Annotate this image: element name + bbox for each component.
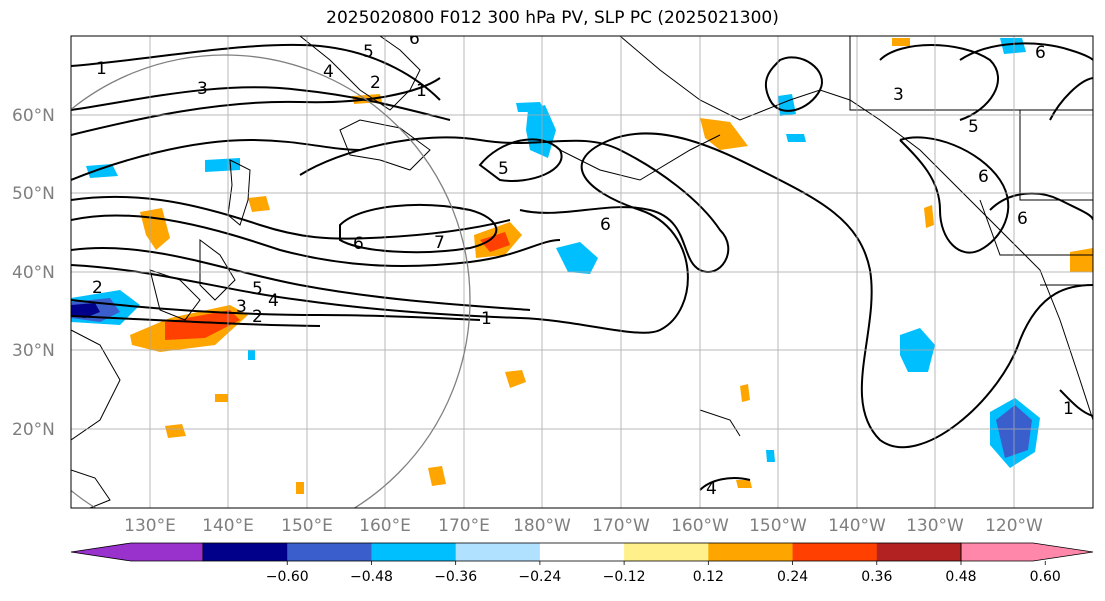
contour-label: 5	[968, 117, 979, 137]
lat-label: 60°N	[12, 106, 55, 126]
colorbar-tick-label: 0.36	[861, 569, 892, 585]
contour-label: 3	[236, 297, 247, 317]
contour-label-group: 1 3 4 5 2 1 6 7 5 6 5 4 2 3 2 1 3 5 6 6 …	[92, 29, 1074, 499]
contour-label: 6	[353, 234, 364, 254]
contour-label: 3	[893, 85, 904, 105]
colorbar-segment	[708, 543, 794, 561]
contour-label: 2	[252, 307, 263, 327]
plot-title: 2025020800 F012 300 hPa PV, SLP PC (2025…	[326, 8, 779, 28]
latitude-labels: 60°N 50°N 40°N 30°N 20°N	[12, 106, 55, 440]
colorbar-segment	[287, 543, 372, 561]
colorbar-outline	[202, 542, 962, 562]
contour-label: 5	[363, 42, 374, 62]
contour-label: 7	[434, 233, 445, 253]
lon-label: 170°E	[438, 516, 490, 536]
contour-label: 6	[600, 215, 611, 235]
lon-label: 130°W	[906, 516, 964, 536]
colorbar-segment	[371, 543, 457, 561]
map-border	[70, 35, 1094, 509]
lat-label: 40°N	[12, 263, 55, 283]
lon-label: 180°W	[513, 516, 571, 536]
contour-label: 5	[252, 279, 263, 299]
contour-label: 2	[92, 278, 103, 298]
colorbar-tick-label: 0.48	[945, 569, 976, 585]
slp-contours	[71, 42, 1093, 491]
colorbar-tick-label: −0.36	[434, 569, 477, 585]
colorbar-extend-low	[70, 542, 204, 562]
lat-label: 50°N	[12, 184, 55, 204]
colorbar-tick-label: −0.12	[603, 569, 646, 585]
lon-label: 140°E	[202, 516, 254, 536]
colorbar-segment	[624, 543, 709, 561]
contour-label: 1	[481, 309, 492, 329]
colorbar-segment	[539, 543, 625, 561]
contour-label: 6	[1035, 43, 1046, 63]
contour-label: 1	[416, 81, 427, 101]
colorbar-tick-label: 0.24	[777, 569, 808, 585]
lat-label: 20°N	[12, 420, 55, 440]
colorbar-tick-label: −0.48	[350, 569, 393, 585]
colorbar-segment	[792, 543, 878, 561]
lon-label: 160°E	[359, 516, 411, 536]
lat-label: 30°N	[12, 341, 55, 361]
range-circle	[71, 54, 471, 508]
contour-label: 1	[1063, 399, 1074, 419]
colorbar-tick-label: −0.60	[266, 569, 309, 585]
lon-label: 150°W	[749, 516, 807, 536]
lon-label: 130°E	[124, 516, 176, 536]
contour-label: 6	[1017, 209, 1028, 229]
colorbar-segment	[876, 543, 962, 561]
lon-label: 170°W	[592, 516, 650, 536]
contour-label: 1	[96, 59, 107, 79]
colorbar-segment	[203, 543, 288, 561]
contour-label: 2	[370, 73, 381, 93]
contour-label: 4	[268, 291, 279, 311]
lat-lon-grid	[71, 36, 1093, 508]
contour-label: 5	[498, 159, 509, 179]
contour-label: 4	[706, 479, 717, 499]
colorbar-tick-label: −0.24	[518, 569, 561, 585]
colorbar-tick-label: 0.60	[1030, 569, 1061, 585]
contour-label: 6	[409, 29, 420, 49]
colorbar-extend-high	[960, 542, 1094, 562]
longitude-labels: 130°E 140°E 150°E 160°E 170°E 180°W 170°…	[124, 516, 1043, 536]
colorbar-tick-label: 0.12	[693, 569, 724, 585]
contour-label: 6	[978, 167, 989, 187]
colorbar-segment	[455, 543, 541, 561]
contour-label: 3	[197, 79, 208, 99]
lon-label: 150°E	[281, 516, 333, 536]
lon-label: 160°W	[671, 516, 729, 536]
contour-label: 4	[323, 62, 334, 82]
colorbar: −0.60 −0.48 −0.36 −0.24 −0.12 0.12 0.24 0.36 0.4…	[70, 542, 1094, 585]
lon-label: 120°W	[985, 516, 1043, 536]
lon-label: 140°W	[828, 516, 886, 536]
